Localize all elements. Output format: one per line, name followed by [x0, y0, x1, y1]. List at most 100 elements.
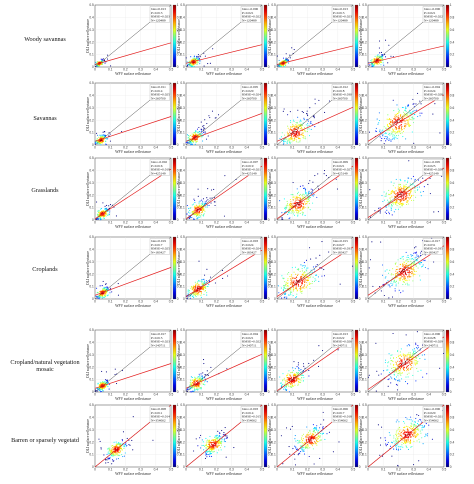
row-label-grasslands: Grasslands — [31, 187, 59, 194]
data-point — [395, 203, 397, 205]
data-point — [392, 332, 394, 335]
data-point — [294, 368, 296, 370]
data-point — [405, 361, 407, 363]
data-point — [395, 379, 397, 381]
data-point — [392, 135, 394, 137]
data-point — [409, 363, 411, 365]
y-tick-label: 0.2 — [362, 272, 367, 276]
x-axis-label: WFV surface reflectance — [115, 72, 151, 76]
data-point — [315, 279, 317, 281]
data-point — [203, 281, 205, 283]
data-point — [413, 247, 416, 249]
data-point — [302, 202, 304, 204]
data-point — [190, 207, 192, 209]
data-point — [286, 297, 288, 299]
stats-text: bias=-0.006 — [242, 7, 258, 11]
data-point — [298, 134, 300, 136]
x-tick-label: 0.4 — [427, 221, 432, 225]
data-point — [407, 368, 409, 371]
data-point — [381, 137, 383, 140]
data-point — [285, 53, 287, 55]
x-tick-label: 0.5 — [442, 221, 447, 225]
data-point — [109, 292, 111, 294]
data-point — [195, 286, 197, 288]
data-point — [188, 215, 190, 217]
data-point — [376, 56, 378, 58]
data-point — [391, 214, 393, 216]
colorbar-tick-label: 1 — [268, 3, 270, 7]
stats-text: bias=0.013 — [151, 7, 166, 11]
data-point — [292, 124, 294, 126]
data-point — [407, 105, 409, 107]
data-point — [206, 204, 208, 206]
data-point — [387, 385, 389, 387]
data-point — [408, 271, 410, 273]
data-point — [187, 388, 189, 390]
data-point — [197, 286, 199, 288]
stats-text: RMSE=0.022 — [242, 15, 261, 19]
data-point — [429, 177, 431, 179]
data-point — [287, 140, 289, 142]
data-point — [304, 280, 306, 283]
y-tick-label: 0.2 — [89, 193, 94, 197]
data-point — [420, 369, 422, 371]
colorbar — [354, 4, 359, 68]
data-point — [419, 263, 421, 265]
data-point — [318, 280, 320, 282]
data-point — [394, 120, 396, 122]
y-tick-label: 0.4 — [271, 169, 276, 173]
data-point — [204, 384, 206, 386]
data-point — [298, 381, 300, 383]
data-point — [297, 191, 299, 193]
data-point — [288, 129, 290, 131]
data-point — [407, 180, 409, 182]
data-point — [208, 115, 210, 117]
data-point — [393, 373, 395, 376]
data-point — [111, 459, 114, 461]
data-point — [290, 278, 292, 280]
y-tick-label: 0.4 — [271, 341, 276, 345]
x-tick-label: 0.2 — [214, 393, 219, 397]
data-point — [308, 197, 310, 199]
y-tick-label: 0.4 — [89, 248, 94, 252]
colorbar-tick-label: 0 — [359, 390, 361, 394]
data-point — [289, 198, 291, 201]
data-point — [192, 142, 194, 144]
data-point — [392, 137, 394, 139]
data-point — [387, 133, 390, 135]
data-point — [193, 133, 195, 135]
x-tick-label: 0.1 — [290, 221, 295, 225]
colorbar-tick-label: 0.6 — [177, 28, 182, 32]
data-point — [402, 279, 404, 281]
data-point — [301, 292, 303, 294]
data-point — [106, 459, 108, 461]
stats-text: N=425149 — [333, 171, 348, 175]
data-point — [386, 124, 389, 126]
x-tick-label: 0.2 — [305, 68, 310, 72]
data-point — [102, 280, 104, 282]
data-point — [413, 259, 415, 261]
data-point — [395, 274, 397, 276]
y-tick-label: 0.3 — [271, 106, 276, 110]
stats-text: bias=-0.007 — [242, 160, 258, 164]
colorbar-tick-label: 0.6 — [268, 28, 273, 32]
data-point — [410, 178, 412, 180]
data-point — [279, 137, 281, 139]
data-point — [409, 353, 411, 356]
y-axis-label: OLI surface reflectance — [268, 19, 272, 53]
data-point — [395, 364, 397, 366]
y-tick-label: 0 — [92, 218, 94, 222]
data-point — [389, 193, 391, 195]
data-point — [367, 376, 369, 378]
data-point — [407, 104, 409, 106]
y-tick-label: 0 — [92, 143, 94, 147]
data-point — [285, 293, 287, 295]
data-point — [298, 379, 300, 381]
data-point — [306, 200, 308, 202]
stats-text: bias=0.012 — [333, 85, 348, 89]
regression-line — [367, 94, 445, 142]
data-point — [388, 122, 390, 124]
